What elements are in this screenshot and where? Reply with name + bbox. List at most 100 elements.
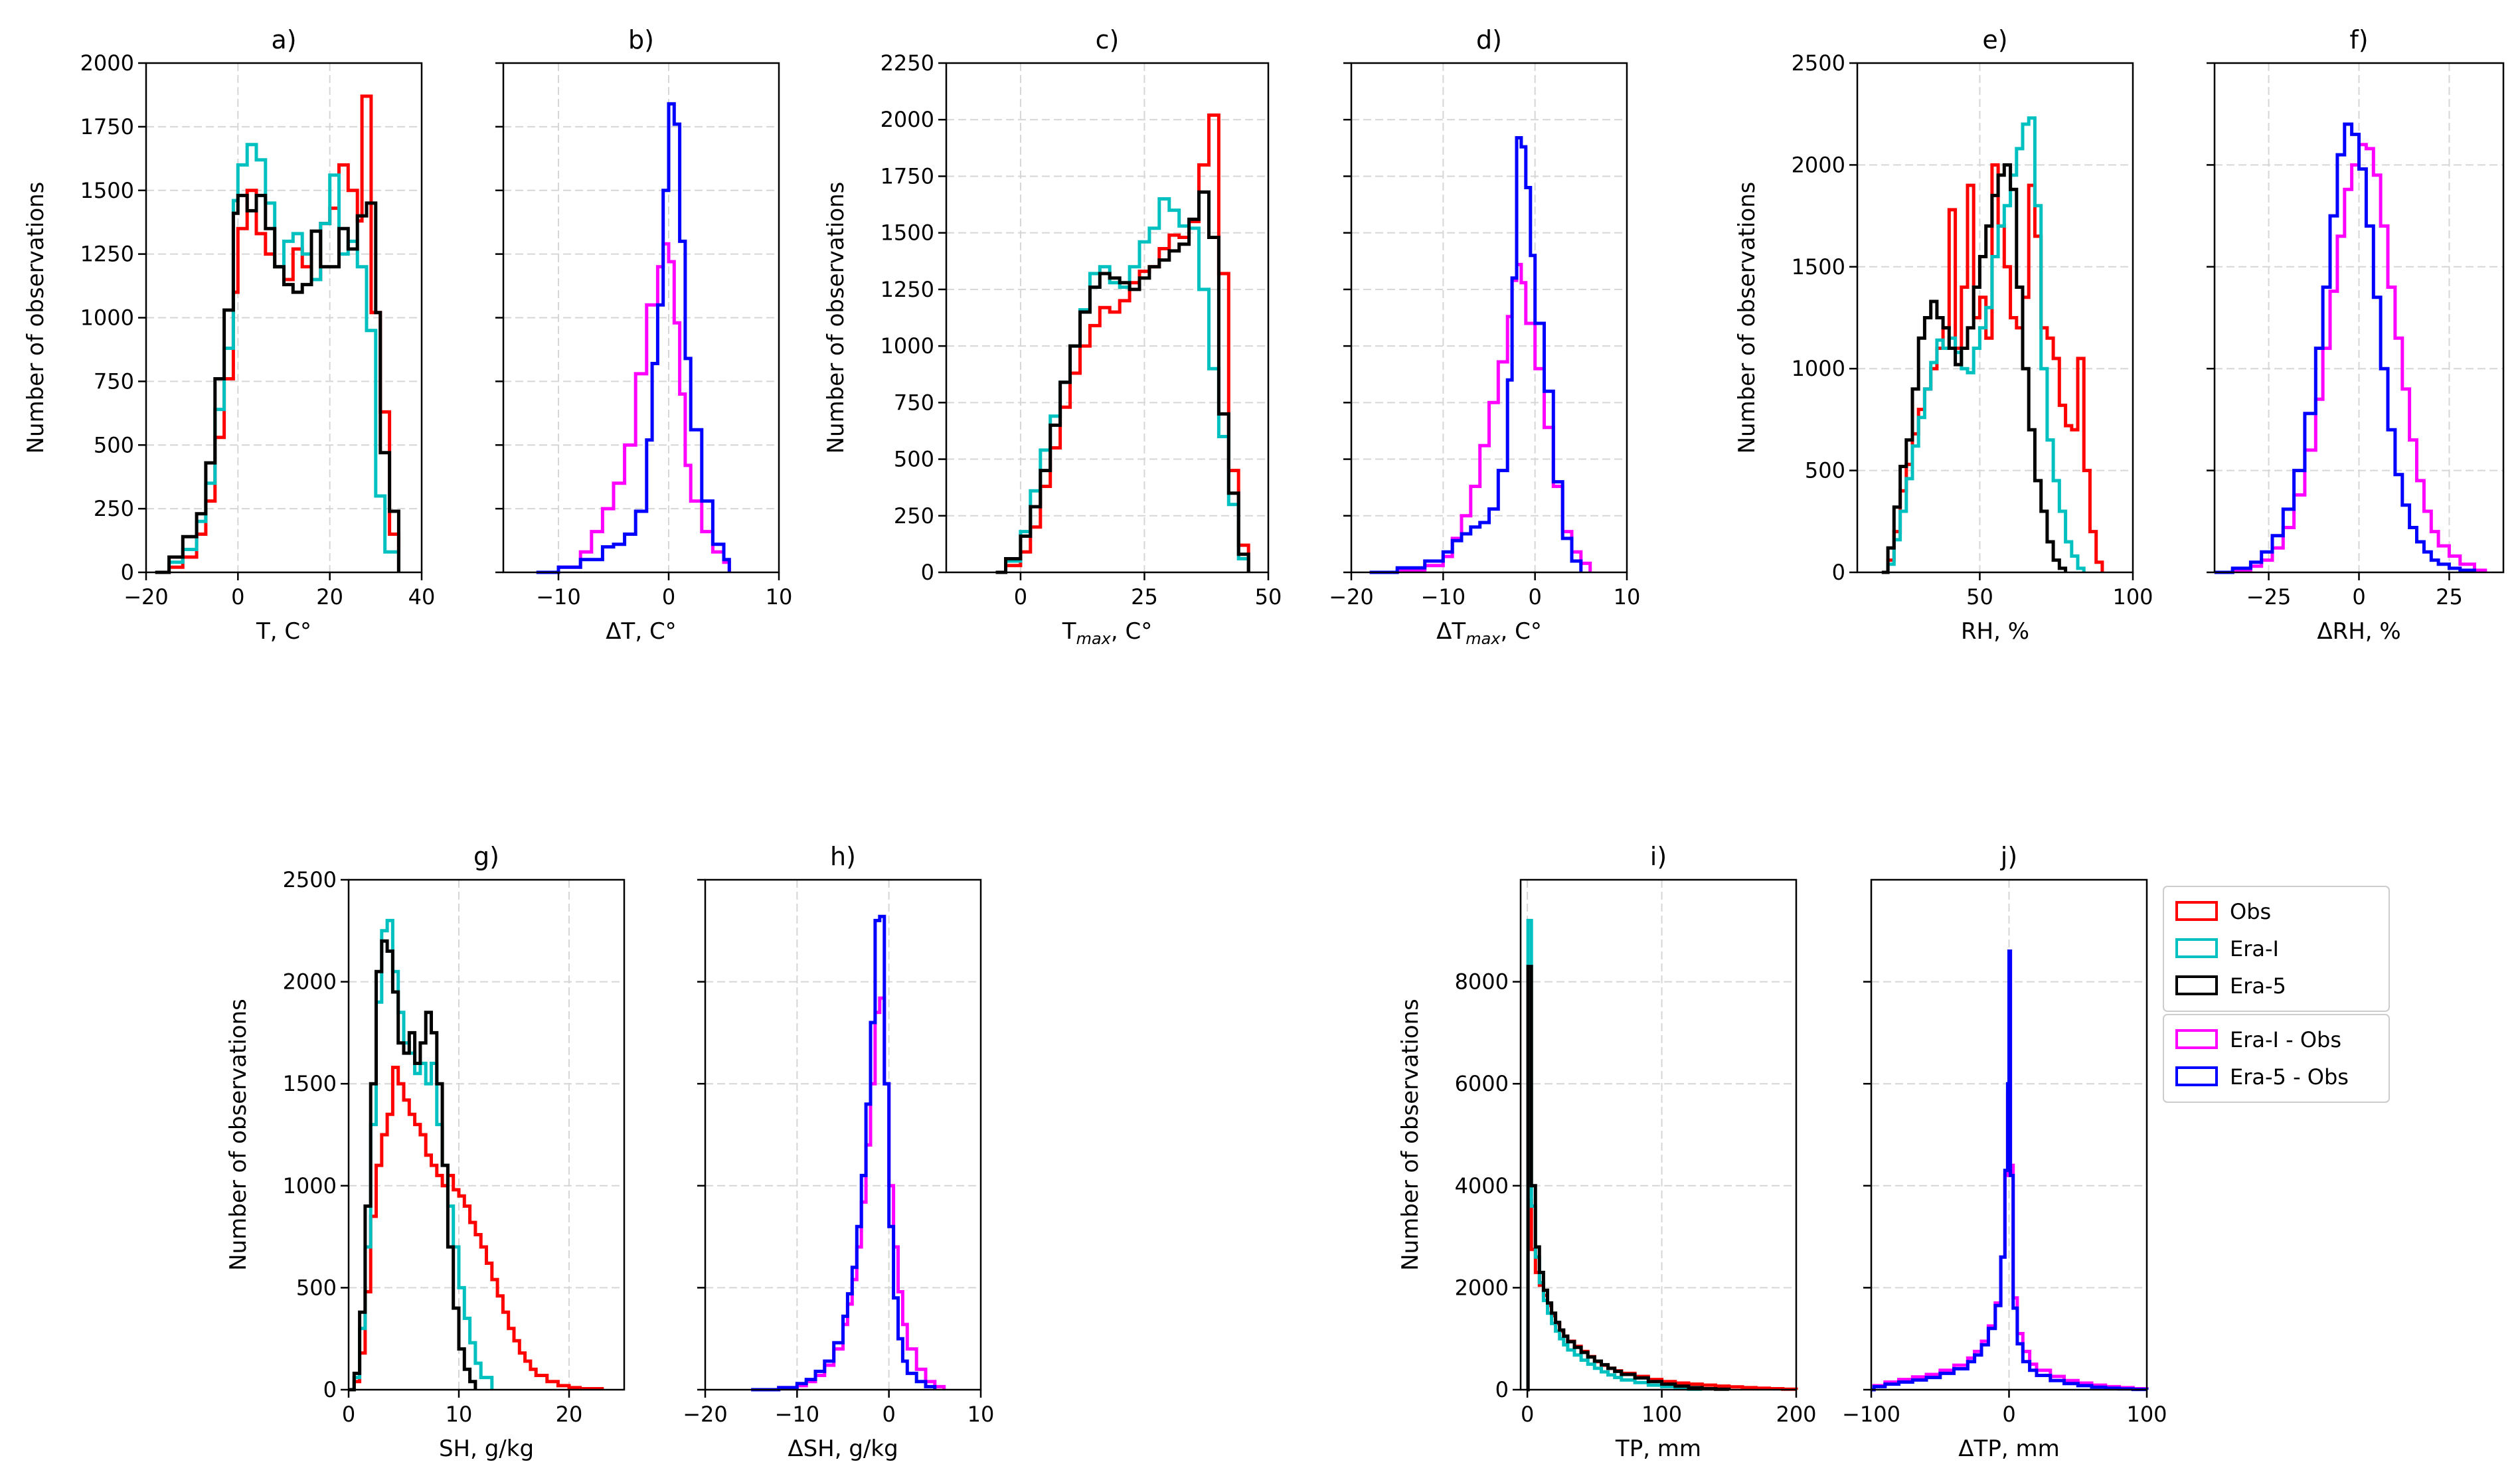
- x-tick-label: 0: [1014, 584, 1027, 610]
- y-tick-label: 0: [921, 560, 934, 585]
- x-tick-label: 25: [1131, 584, 1158, 610]
- panel-b: −10 0 10 b) ΔT, C°: [495, 25, 792, 645]
- series-era-5: [349, 939, 477, 1392]
- x-tick-label: 0: [2352, 584, 2365, 610]
- y-tick-label: 2500: [1792, 50, 1845, 76]
- series-obs: [995, 113, 1250, 574]
- y-tick-label: 6000: [1455, 1071, 1509, 1096]
- y-tick-label: 250: [894, 503, 934, 529]
- panel-c: 0 25 500250500750100012501500175020002250c…: [823, 25, 1282, 648]
- x-tick-label: 10: [766, 584, 793, 610]
- y-tick-label: 1500: [283, 1071, 337, 1096]
- series-era-5: [995, 190, 1250, 574]
- x-axis-label: Tmax, C°: [1062, 618, 1152, 648]
- x-tick-label: 100: [2112, 584, 2153, 610]
- y-tick-label: 500: [94, 432, 134, 457]
- series-era-5-obs: [1871, 949, 2149, 1392]
- x-tick-label: 10: [446, 1402, 473, 1427]
- series-era-5-obs: [751, 914, 937, 1392]
- series-era-5: [1526, 965, 1731, 1392]
- y-tick-label: 2000: [80, 50, 134, 76]
- x-axis-label: T, C°: [256, 618, 311, 645]
- x-tick-label: 200: [1776, 1402, 1816, 1427]
- x-axis-label: ΔTP, mm: [1958, 1436, 2059, 1462]
- x-tick-label: 10: [1614, 584, 1641, 610]
- x-tick-label: 100: [1641, 1402, 1682, 1427]
- x-axis-label: ΔTmax, C°: [1436, 618, 1542, 648]
- series-era-i-obs: [751, 996, 946, 1392]
- x-tick-label: 0: [1528, 584, 1541, 610]
- y-tick-label: 1000: [881, 333, 934, 359]
- y-tick-label: 1500: [1792, 254, 1845, 280]
- panel-g: 0 10 20 0 500 1000 1500 2000 2500 g) SH, g/kg Numbe…: [225, 842, 626, 1462]
- x-tick-label: 0: [1521, 1402, 1534, 1427]
- series-era-i: [1526, 918, 1704, 1392]
- x-axis-label: TP, mm: [1615, 1436, 1701, 1462]
- x-tick-label: 0: [342, 1402, 355, 1427]
- x-tick-label: −20: [1329, 584, 1374, 610]
- legend-label: Era-5: [2230, 973, 2286, 999]
- x-tick-label: 0: [231, 584, 244, 610]
- series-obs: [349, 1066, 604, 1392]
- axes-frame: [1350, 62, 1628, 574]
- y-tick-label: 0: [1832, 560, 1845, 585]
- legend-swatch: [2175, 1066, 2218, 1086]
- y-tick-label: 2000: [1455, 1275, 1509, 1300]
- panel-title: g): [473, 842, 499, 871]
- panel-j: −100 0 100 j) ΔTP, mm: [1842, 842, 2167, 1462]
- x-tick-label: 100: [2126, 1402, 2167, 1427]
- y-tick-label: 1000: [80, 305, 134, 331]
- x-tick-label: −10: [1421, 584, 1466, 610]
- y-tick-label: 2500: [283, 867, 337, 892]
- y-tick-label: 750: [94, 369, 134, 394]
- series-era-5-obs: [2215, 122, 2476, 574]
- y-tick-label: 500: [1805, 458, 1845, 483]
- y-tick-label: 1000: [283, 1173, 337, 1198]
- y-tick-label: 1000: [1792, 356, 1845, 381]
- panel-title: a): [271, 25, 296, 54]
- x-tick-label: 40: [408, 584, 436, 610]
- y-tick-label: 1750: [80, 114, 134, 139]
- legend-label: Era-5 - Obs: [2230, 1064, 2349, 1090]
- x-tick-label: −25: [2246, 584, 2292, 610]
- series-era-i-obs: [536, 242, 731, 574]
- axes-frame: [704, 878, 982, 1391]
- y-tick-label: 1500: [80, 178, 134, 203]
- y-tick-label: 250: [94, 496, 134, 521]
- x-tick-label: 20: [316, 584, 343, 610]
- panel-a: −20 0 20 40025050075010001250150017502000a)…: [23, 25, 435, 645]
- x-axis-label: SH, g/kg: [439, 1436, 534, 1462]
- y-axis-label: Number of observations: [1397, 999, 1424, 1271]
- y-tick-label: 1500: [881, 220, 934, 246]
- y-axis-label: Number of observations: [225, 999, 252, 1271]
- panel-title: b): [628, 25, 654, 54]
- x-tick-label: 0: [662, 584, 675, 610]
- panel-title: f): [2349, 25, 2368, 54]
- legend-label: Obs: [2230, 899, 2271, 924]
- panel-f: −25 0 25 f) ΔRH, %: [2207, 25, 2505, 645]
- y-tick-label: 1250: [881, 277, 934, 302]
- x-tick-label: 0: [2002, 1402, 2015, 1427]
- series-era-5-obs: [1369, 136, 1583, 574]
- y-tick-label: 1750: [881, 163, 934, 189]
- series-obs: [155, 94, 400, 574]
- x-tick-label: −10: [536, 584, 581, 610]
- x-tick-label: 0: [882, 1402, 895, 1427]
- y-tick-label: 1250: [80, 242, 134, 267]
- panel-title: d): [1476, 25, 1502, 54]
- panel-h: −20 −10 0 10 h) ΔSH, g/kg: [683, 842, 994, 1462]
- series-era-5: [155, 193, 400, 574]
- legend-label: Era-I: [2230, 936, 2279, 961]
- legend-observations-frame: [2163, 886, 2390, 1012]
- x-tick-label: −100: [1842, 1402, 1900, 1427]
- x-tick-label: 10: [967, 1402, 995, 1427]
- x-tick-label: 50: [1255, 584, 1282, 610]
- panel-title: j): [2000, 842, 2017, 871]
- legend-swatch: [2175, 901, 2218, 921]
- y-tick-label: 2000: [283, 969, 337, 995]
- y-tick-label: 0: [323, 1377, 337, 1402]
- x-tick-label: −20: [683, 1402, 728, 1427]
- x-tick-label: −10: [775, 1402, 820, 1427]
